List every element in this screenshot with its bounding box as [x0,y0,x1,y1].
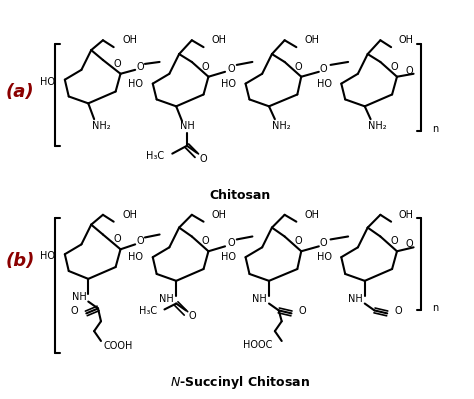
Text: O: O [294,62,302,72]
Text: O: O [227,238,235,249]
Text: HO: HO [317,252,331,262]
Text: O: O [227,64,235,74]
Text: HO: HO [128,252,143,262]
Text: O: O [136,62,144,72]
Text: HOOC: HOOC [243,340,272,350]
Text: O: O [200,154,207,164]
Text: OH: OH [211,35,227,45]
Text: NH: NH [252,294,267,304]
Text: HO: HO [221,79,236,89]
Text: HO: HO [40,251,55,261]
Text: HO: HO [128,79,143,89]
Text: O: O [114,59,121,69]
Text: OH: OH [399,210,414,220]
Text: $\it{N}$-Succinyl Chitosan: $\it{N}$-Succinyl Chitosan [170,374,310,391]
Text: O: O [202,237,210,247]
Text: HO: HO [40,77,55,87]
Text: NH₂: NH₂ [91,121,110,131]
Text: NH: NH [180,121,194,131]
Text: O: O [294,237,302,247]
Text: COOH: COOH [104,341,133,351]
Text: O: O [390,62,398,72]
Text: O: O [320,64,328,74]
Text: O: O [406,239,413,249]
Text: O: O [114,235,121,245]
Text: OH: OH [122,210,137,220]
Text: H₃C: H₃C [146,150,164,161]
Text: OH: OH [399,35,414,45]
Text: O: O [71,306,79,316]
Text: O: O [320,238,328,249]
Text: Chitosan: Chitosan [209,189,270,201]
Text: O: O [406,66,413,76]
Text: O: O [390,237,398,247]
Text: OH: OH [211,210,227,220]
Text: NH₂: NH₂ [368,121,387,131]
Text: NH: NH [348,294,363,304]
Text: O: O [394,306,401,316]
Text: n: n [432,124,438,134]
Text: H₃C: H₃C [138,306,156,316]
Text: O: O [298,306,306,316]
Text: O: O [136,237,144,247]
Text: O: O [202,62,210,72]
Text: n: n [432,304,438,314]
Text: HO: HO [317,79,331,89]
Text: OH: OH [122,35,137,45]
Text: OH: OH [304,210,319,220]
Text: (a): (a) [6,83,34,101]
Text: HO: HO [221,252,236,262]
Text: NH: NH [72,292,86,302]
Text: O: O [189,311,197,321]
Text: (b): (b) [5,252,35,270]
Text: NH: NH [159,294,174,304]
Text: OH: OH [304,35,319,45]
Text: NH₂: NH₂ [273,121,291,131]
